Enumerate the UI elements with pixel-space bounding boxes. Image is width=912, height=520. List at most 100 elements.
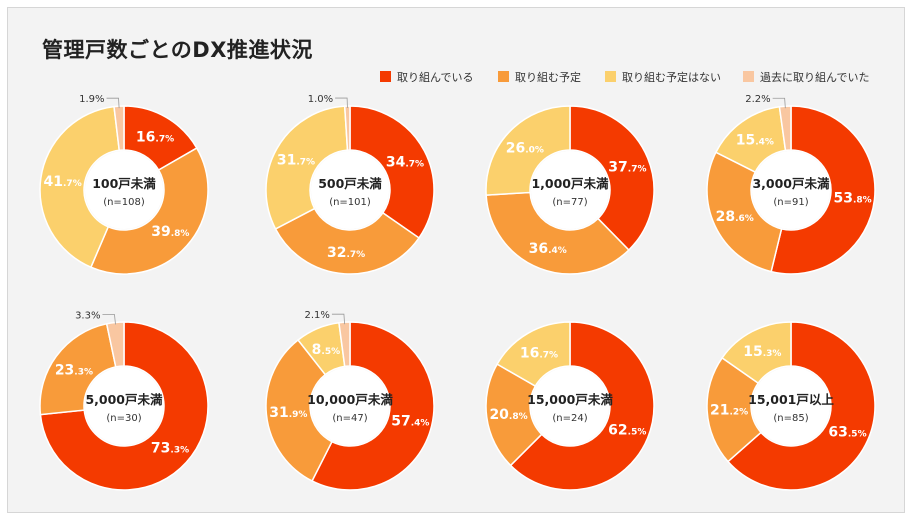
donut-slice-active [770,105,876,275]
donut-center-label: 500戸未満 [318,176,382,191]
slice-label: 16.7% [520,345,558,361]
donut-hole [531,151,609,229]
legend-swatch [743,71,754,82]
donut-slice-active [726,321,876,491]
slice-label: 31.9% [269,405,307,421]
donut-slice-planned [89,147,209,275]
slice-label: 26.0% [506,141,544,157]
donut-slice-planned [485,363,543,467]
legend-label: 取り組んでいる [397,71,474,84]
donut-slice-no-plan [496,321,571,388]
donut-chart-8: 63.5% 21.2% 15.3% 15,001戸以上 (n=85) [706,321,876,491]
slice-label: 21.2% [710,403,748,419]
slice-label: 15.4% [736,133,774,149]
donut-slice-past [105,321,125,368]
donut-hole [85,151,163,229]
donut-slice-no-plan [721,321,792,385]
slice-label: 36.4% [529,241,567,257]
slice-label: 39.8% [151,224,189,240]
donut-slice-active [311,321,435,491]
donut-sample-size: (n=108) [103,197,145,208]
donut-chart-3: 37.7% 36.4% 26.0% 1,000戸未満 (n=77) [485,105,655,275]
donut-sample-size: (n=85) [773,413,808,424]
donut-hole [85,367,163,445]
legend-label: 過去に取り組んでいた [760,71,870,84]
donut-sample-size: (n=30) [106,413,141,424]
donut-slice-planned [706,151,783,273]
donut-sample-size: (n=77) [552,197,587,208]
legend-item-planned: 取り組む予定 [498,69,581,85]
slice-label: 28.6% [716,209,754,225]
legend-label: 取り組む予定 [515,71,581,84]
slice-label: 8.5% [312,342,340,358]
donut-chart-4: 53.8% 28.6% 15.4% 2.2% 3,000戸未満 (n=91) [706,94,876,275]
slice-label: 53.8% [833,190,871,206]
donut-hole [311,367,389,445]
slice-label-small: 1.0% [308,94,333,105]
slice-label: 41.7% [44,174,82,190]
slice-label: 73.3% [151,441,189,457]
legend-item-active: 取り組んでいる [380,69,473,85]
donut-sample-size: (n=91) [773,197,808,208]
donut-slice-past [778,105,792,152]
donut-chart-1: 16.7% 39.8% 41.7% 1.9% 100戸未満 (n=108) [39,94,209,275]
leader-line [335,97,348,109]
donut-chart-7: 62.5% 20.8% 16.7% 15,000戸未満 (n=24) [485,321,655,491]
slice-label: 31.7% [277,153,315,169]
donut-center-label: 15,000戸未満 [527,392,613,407]
donut-slice-past [343,105,351,151]
donut-sample-size: (n=24) [552,413,587,424]
donut-slice-active [349,105,435,239]
donut-slice-active [39,321,209,491]
donut-slice-active [569,105,655,252]
legend-swatch [498,71,509,82]
slice-label: 34.7% [386,154,424,170]
slice-label: 32.7% [327,245,365,261]
legend-item-no-plan: 取り組む予定はない [605,69,721,85]
leader-line [102,314,116,325]
slice-label: 15.3% [743,344,781,360]
slice-label: 62.5% [608,423,646,439]
donut-sample-size: (n=47) [332,413,367,424]
donut-center-label: 100戸未満 [92,176,156,191]
donut-slice-past [338,321,351,368]
donut-slice-no-plan [485,105,571,196]
donut-center-label: 10,000戸未満 [307,392,393,407]
slice-label-small: 3.3% [75,310,100,321]
legend-label: 取り組む予定はない [622,71,721,84]
slice-label: 20.8% [489,407,527,423]
donut-hole [752,151,830,229]
legend-item-past: 過去に取り組んでいた [743,69,869,85]
chart-title: 管理戸数ごとのDX推進状況 [42,38,313,62]
donut-hole [752,367,830,445]
leader-line [772,97,786,109]
donut-hole [311,151,389,229]
donut-slice-no-plan [265,105,349,230]
donut-chart-2: 34.7% 32.7% 31.7% 1.0% 500戸未満 (n=101) [265,94,435,275]
donut-center-label: 15,001戸以上 [748,392,834,407]
slice-label: 57.4% [391,413,429,429]
donut-slice-planned [485,191,630,275]
leader-line [106,97,120,109]
slice-label: 23.3% [55,362,93,378]
donut-slice-active [509,321,655,491]
slice-label: 63.5% [828,425,866,441]
slice-label: 16.7% [136,129,174,145]
donut-slice-no-plan [39,105,121,269]
legend-swatch [605,71,616,82]
donut-center-label: 5,000戸未満 [85,392,163,407]
leader-line [331,313,345,325]
slice-label-small: 1.9% [79,94,104,105]
donut-hole [531,367,609,445]
legend-swatch [380,71,391,82]
donut-sample-size: (n=101) [329,197,371,208]
slice-label-small: 2.1% [305,310,330,321]
donut-slice-planned [39,322,117,416]
donut-chart-6: 57.4% 31.9% 8.5% 2.1% 10,000戸未満 (n=47) [265,310,435,491]
slice-label-small: 2.2% [745,94,770,105]
slice-label: 37.7% [608,160,646,176]
donut-center-label: 1,000戸未満 [531,176,609,191]
donut-slice-planned [274,207,421,275]
donut-slice-past [113,105,125,152]
